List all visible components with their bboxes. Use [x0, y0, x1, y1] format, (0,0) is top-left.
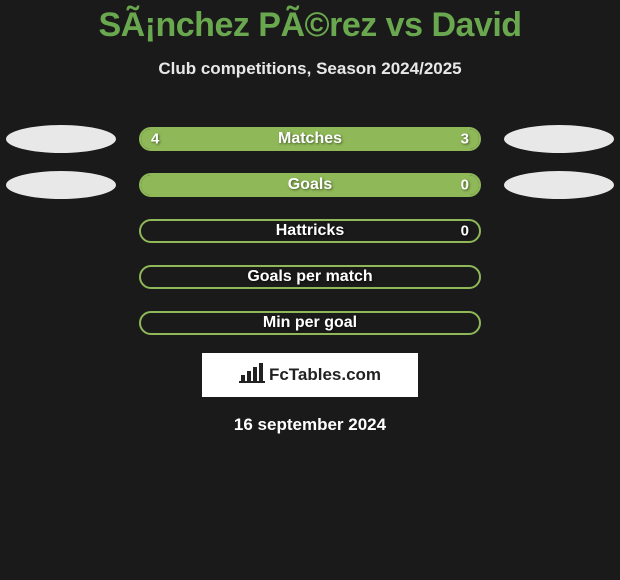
stat-value-right: 3	[461, 131, 469, 148]
stat-row: Goals per match	[0, 265, 620, 289]
player-right-ellipse	[504, 171, 614, 199]
date-label: 16 september 2024	[0, 415, 620, 435]
player-right-ellipse	[504, 125, 614, 153]
stat-label: Goals per match	[247, 268, 372, 286]
comparison-card: SÃ¡nchez PÃ©rez vs David Club competitio…	[0, 0, 620, 580]
logo-text: FcTables.com	[269, 365, 381, 385]
stat-label: Hattricks	[276, 222, 344, 240]
page-title: SÃ¡nchez PÃ©rez vs David	[0, 0, 620, 45]
stat-bar: Goals per match	[139, 265, 481, 289]
stats-rows: 4 3 Matches 0 Goals 0 Hattricks Goals per match…	[0, 127, 620, 335]
stat-value-right: 0	[461, 177, 469, 194]
player-left-ellipse	[6, 171, 116, 199]
stat-label: Goals	[288, 176, 332, 194]
stat-label: Matches	[278, 130, 342, 148]
stat-bar: Min per goal	[139, 311, 481, 335]
stat-bar: 0 Hattricks	[139, 219, 481, 243]
stat-row: 0 Goals	[0, 173, 620, 197]
logo-box: FcTables.com	[202, 353, 418, 397]
stat-row: Min per goal	[0, 311, 620, 335]
bar-chart-icon	[239, 363, 265, 388]
stat-row: 4 3 Matches	[0, 127, 620, 151]
subtitle: Club competitions, Season 2024/2025	[0, 59, 620, 79]
stat-bar: 4 3 Matches	[139, 127, 481, 151]
stat-label: Min per goal	[263, 314, 357, 332]
stat-value-left: 4	[151, 131, 159, 148]
stat-bar: 0 Goals	[139, 173, 481, 197]
player-left-ellipse	[6, 125, 116, 153]
bar-fill-right	[334, 129, 479, 149]
stat-row: 0 Hattricks	[0, 219, 620, 243]
stat-value-right: 0	[461, 223, 469, 240]
